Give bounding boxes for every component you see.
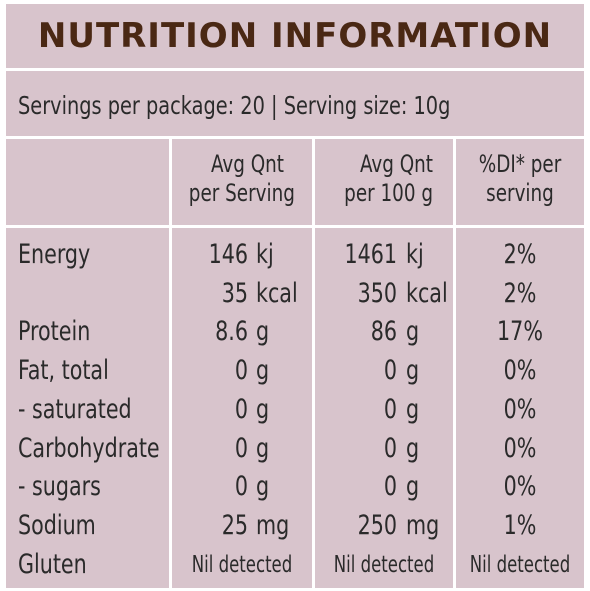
per-serving-unit: g xyxy=(256,316,270,347)
row-label: Gluten xyxy=(18,549,87,580)
per-100g-value: 86 xyxy=(370,316,397,347)
di-value: 2% xyxy=(503,239,537,270)
row-label: Sodium xyxy=(18,510,96,541)
per-serving-unit: kcal xyxy=(256,278,298,309)
per-100g-unit: g xyxy=(406,316,420,347)
per-serving-unit: g xyxy=(256,355,270,386)
per-100g-value: 250 xyxy=(357,510,397,541)
per-100g-unit: kj xyxy=(406,239,424,270)
di-value: 17% xyxy=(497,316,543,347)
di-value: 0% xyxy=(503,433,537,464)
per-serving-value: 146 xyxy=(208,239,248,270)
panel-title: NUTRITION INFORMATION xyxy=(37,16,553,56)
header-per-serving: Avg Qnt per Serving xyxy=(188,150,295,207)
per-serving-unit: g xyxy=(256,433,270,464)
per-100g-unit: g xyxy=(406,394,420,425)
per-serving-unit: kj xyxy=(256,239,274,270)
di-value: 2% xyxy=(503,278,537,309)
column-divider xyxy=(453,139,456,588)
column-divider xyxy=(169,139,172,588)
per-serving-unit: mg xyxy=(256,510,290,541)
nutrition-panel: NUTRITION INFORMATION Servings per packa… xyxy=(6,4,584,588)
per-100g-unit: g xyxy=(406,471,420,502)
divider xyxy=(6,136,584,139)
per-100g-value: 350 xyxy=(357,278,397,309)
per-serving-unit: g xyxy=(256,394,270,425)
row-label: Fat, total xyxy=(18,355,109,386)
gluten-per-serving: Nil detected xyxy=(191,552,293,578)
per-serving-value: 8.6 xyxy=(215,316,248,347)
per-100g-unit: g xyxy=(406,433,420,464)
per-serving-value: 0 xyxy=(234,394,248,425)
per-100g-value: 0 xyxy=(383,471,397,502)
column-divider xyxy=(312,139,315,588)
per-serving-unit: g xyxy=(256,471,270,502)
row-label: - saturated xyxy=(18,394,132,425)
per-100g-unit: g xyxy=(406,355,420,386)
di-value: 0% xyxy=(503,394,537,425)
header-per-100g: Avg Qnt per 100 g xyxy=(344,150,433,207)
per-serving-value: 0 xyxy=(234,471,248,502)
gluten-per-100g: Nil detected xyxy=(333,552,435,578)
per-serving-value: 35 xyxy=(221,278,248,309)
per-serving-value: 25 xyxy=(221,510,248,541)
per-100g-unit: kcal xyxy=(406,278,448,309)
per-100g-value: 0 xyxy=(383,355,397,386)
row-label: Energy xyxy=(18,239,91,270)
divider xyxy=(6,225,584,228)
header-di: %DI* per serving xyxy=(478,150,562,207)
divider xyxy=(6,68,584,71)
row-label: Protein xyxy=(18,316,91,347)
gluten-di: Nil detected xyxy=(469,552,571,578)
di-value: 0% xyxy=(503,471,537,502)
per-100g-unit: mg xyxy=(406,510,440,541)
per-serving-value: 0 xyxy=(234,433,248,464)
per-serving-value: 0 xyxy=(234,355,248,386)
row-label: Carbohydrate xyxy=(18,433,160,464)
di-value: 0% xyxy=(503,355,537,386)
di-value: 1% xyxy=(503,510,537,541)
per-100g-value: 0 xyxy=(383,433,397,464)
per-100g-value: 1461 xyxy=(344,239,397,270)
row-label: - sugars xyxy=(18,471,101,502)
per-100g-value: 0 xyxy=(383,394,397,425)
servings-info: Servings per package: 20 | Serving size:… xyxy=(18,91,451,120)
